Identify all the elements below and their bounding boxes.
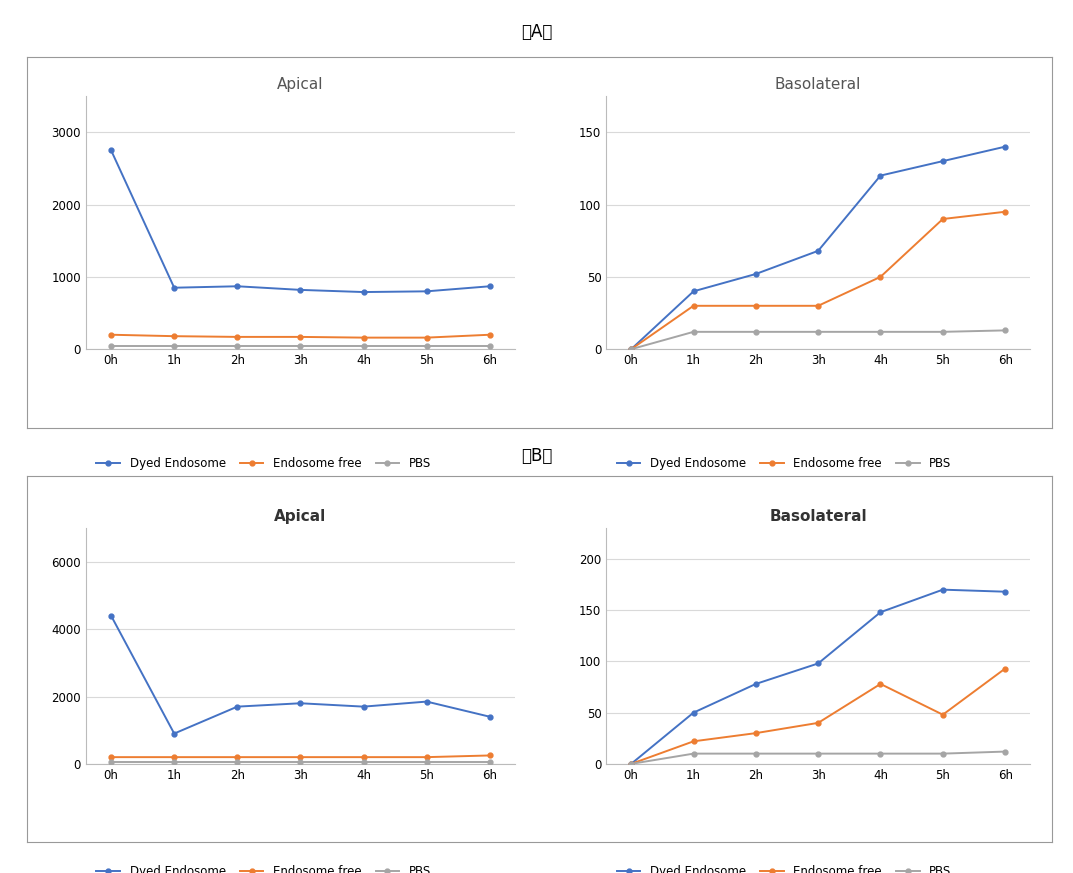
Legend: Dyed Endosome, Endosome free, PBS: Dyed Endosome, Endosome free, PBS xyxy=(92,452,436,475)
Text: （B）: （B） xyxy=(520,447,553,464)
Title: Apical: Apical xyxy=(275,509,326,524)
Title: Basolateral: Basolateral xyxy=(769,509,867,524)
Legend: Dyed Endosome, Endosome free, PBS: Dyed Endosome, Endosome free, PBS xyxy=(613,861,956,873)
Legend: Dyed Endosome, Endosome free, PBS: Dyed Endosome, Endosome free, PBS xyxy=(613,452,956,475)
Legend: Dyed Endosome, Endosome free, PBS: Dyed Endosome, Endosome free, PBS xyxy=(92,861,436,873)
Title: Basolateral: Basolateral xyxy=(775,77,862,92)
Title: Apical: Apical xyxy=(277,77,324,92)
Text: （A）: （A） xyxy=(520,24,553,41)
